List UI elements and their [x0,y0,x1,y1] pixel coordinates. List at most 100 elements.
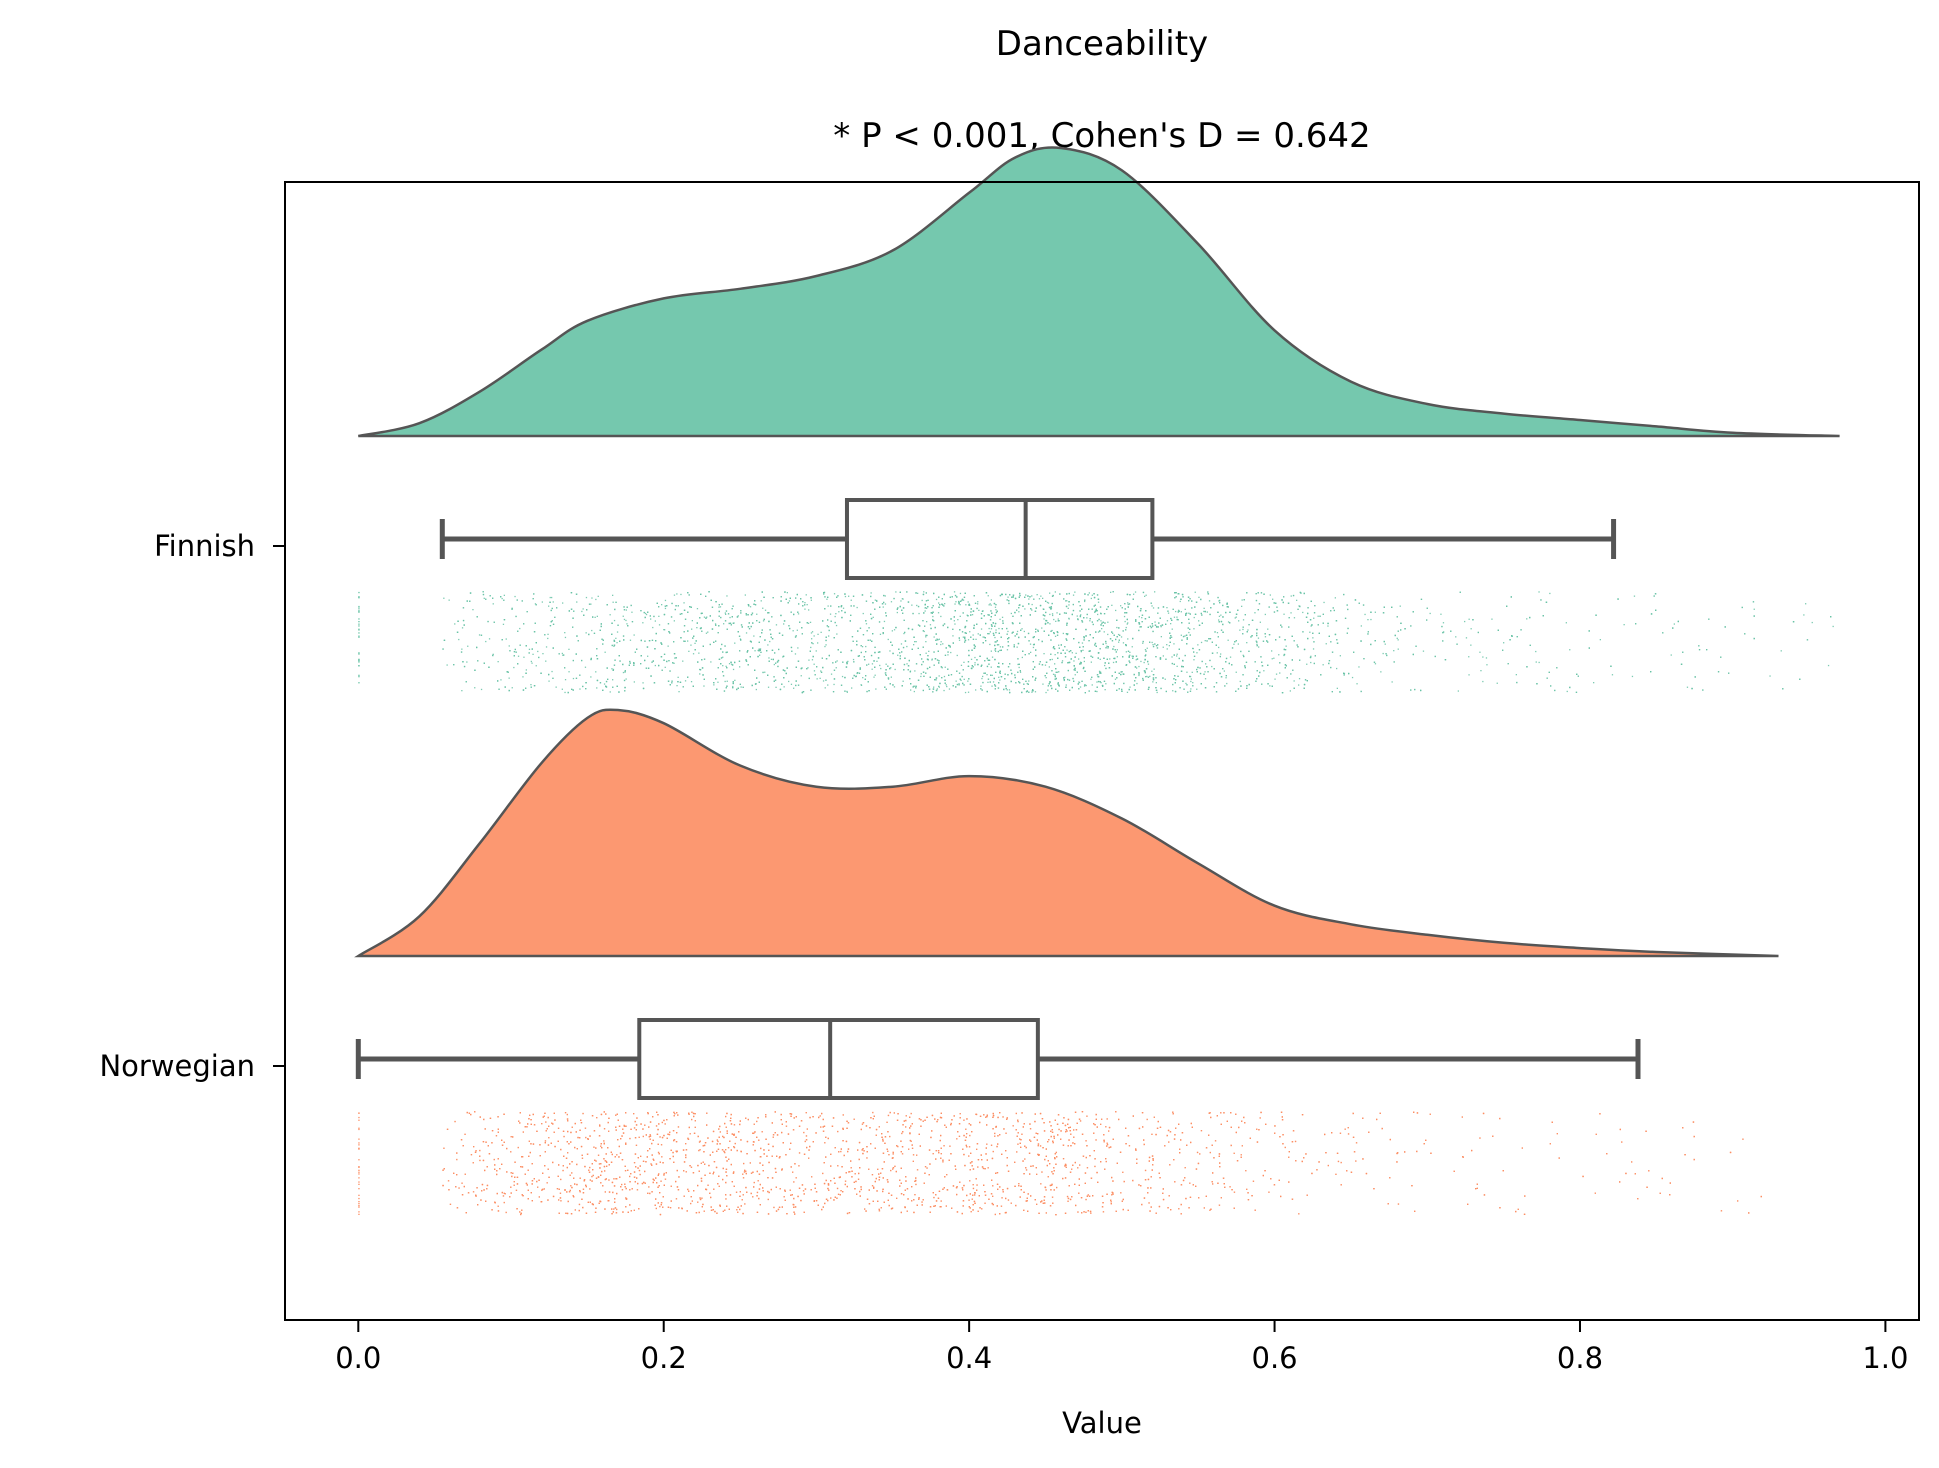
strip-point [683,640,685,642]
strip-point [1281,626,1283,628]
strip-point [1635,623,1637,625]
strip-point [550,621,552,623]
strip-point [1102,625,1104,627]
strip-point [1014,674,1016,676]
strip-point [1176,655,1178,657]
strip-point [658,615,660,617]
strip-point [629,660,631,663]
strip-point [1154,624,1157,626]
strip-point [503,594,505,596]
strip-point [739,666,741,668]
strip-point [1307,637,1309,640]
strip-point [1242,633,1244,635]
strip-point [1116,656,1118,658]
strip-point [1045,620,1048,622]
strip-point [1077,683,1079,685]
strip-point [1104,689,1106,691]
strip-point [516,599,518,601]
strip-point [926,658,929,660]
strip-point [612,686,614,688]
strip-point [1145,676,1147,678]
strip-point [696,608,699,610]
strip-point [801,627,803,629]
strip-point [1569,686,1571,689]
strip-point [1091,684,1093,686]
strip-point [730,663,733,665]
strip-point [797,611,799,613]
strip-point [840,651,842,653]
strip-point [1021,628,1023,630]
strip-point [1056,612,1058,614]
strip-point [1799,678,1801,680]
strip-point [788,600,791,602]
strip-point [1096,594,1099,596]
strip-point [994,622,997,625]
strip-point [725,651,727,654]
strip-point [1090,655,1092,657]
strip-point [552,677,554,679]
strip-point [759,649,761,651]
strip-point [1081,620,1083,622]
strip-point [1067,678,1069,681]
strip-point [1227,621,1230,623]
strip-point [476,616,478,618]
strip-point [679,681,682,683]
strip-point [1051,670,1053,672]
strip-point [1179,687,1181,689]
strip-point [1096,620,1099,622]
strip-point [1055,688,1057,690]
strip-point [1071,652,1073,654]
strip-point [776,661,779,663]
strip-point [902,646,905,649]
strip-point [933,636,935,638]
strip-point [1112,632,1114,634]
strip-point [876,600,878,602]
strip-point [1004,678,1006,680]
strip-point [995,611,998,614]
strip-point [1254,612,1256,614]
strip-point [806,622,808,624]
strip-point [862,634,865,636]
strip-point [705,632,708,634]
strip-point [1336,642,1339,644]
strip-point [1358,666,1360,668]
strip-point [1132,598,1134,600]
strip-point [461,690,463,692]
strip-point [1197,644,1199,646]
strip-point [1049,681,1051,683]
strip-point [721,643,723,646]
strip-point [972,666,974,668]
strip-point [1089,620,1091,622]
strip-point [596,615,598,617]
strip-point [974,664,976,666]
strip-point [1049,592,1051,594]
strip-point [1097,598,1100,600]
strip-point [1296,599,1298,601]
strip-point [1018,611,1020,613]
strip-point [1246,592,1248,594]
strip-point [1291,635,1293,637]
strip-point [1129,686,1131,688]
strip-point [715,624,717,626]
strip-point [705,595,707,597]
strip-point [758,650,760,652]
strip-point [1400,629,1402,631]
strip-point [537,650,539,653]
strip-point [899,655,901,657]
strip-point [1111,675,1113,677]
strip-point [1079,610,1081,612]
strip-point [940,666,942,668]
strip-point [462,619,465,622]
strip-point [1058,684,1060,686]
strip-point [645,613,648,616]
strip-point [1002,620,1004,622]
strip-point [772,597,774,599]
strip-point [990,624,993,626]
strip-point [1214,631,1216,633]
strip-point [1014,676,1016,679]
strip-point [927,606,929,608]
strip-point [1520,629,1522,631]
strip-point [990,674,992,676]
strip-point [967,639,970,641]
strip-point [631,611,633,613]
